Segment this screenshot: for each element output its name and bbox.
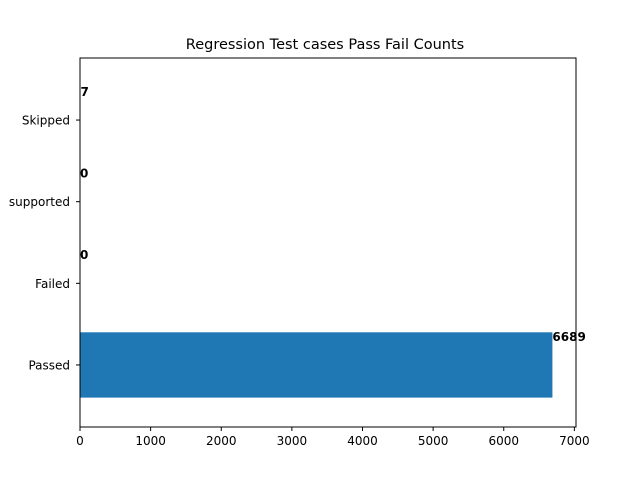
x-tick-label-5000: 5000 — [418, 434, 449, 448]
data-label-passed: 6689 — [552, 330, 585, 344]
bar-passed — [80, 332, 553, 398]
x-tick-label-3000: 3000 — [277, 434, 308, 448]
x-tick-label-4000: 4000 — [347, 434, 378, 448]
x-tick-label-6000: 6000 — [488, 434, 519, 448]
plot-frame — [79, 57, 577, 428]
x-tick-label-1000: 1000 — [135, 434, 166, 448]
data-label-unsupported: 0 — [80, 167, 88, 181]
x-tick-label-7000: 7000 — [559, 434, 590, 448]
bars-group — [80, 87, 553, 398]
chart-title: Regression Test cases Pass Fail Counts — [186, 37, 464, 53]
y-tick-label-unsupported: supported — [9, 195, 70, 209]
y-tick-label-failed: Failed — [35, 277, 70, 291]
x-tick-label-2000: 2000 — [206, 434, 237, 448]
y-axis: Passed Failed supported Skipped — [9, 114, 80, 372]
y-tick-label-passed: Passed — [28, 358, 70, 372]
data-labels-group: 6689 0 0 7 — [80, 85, 586, 344]
x-tick-label-0: 0 — [76, 434, 84, 448]
y-tick-label-skipped: Skipped — [22, 114, 70, 128]
x-axis: 0 1000 2000 3000 4000 5000 6000 7000 — [76, 427, 590, 448]
data-label-failed: 0 — [80, 248, 88, 262]
data-label-skipped: 7 — [80, 85, 88, 99]
